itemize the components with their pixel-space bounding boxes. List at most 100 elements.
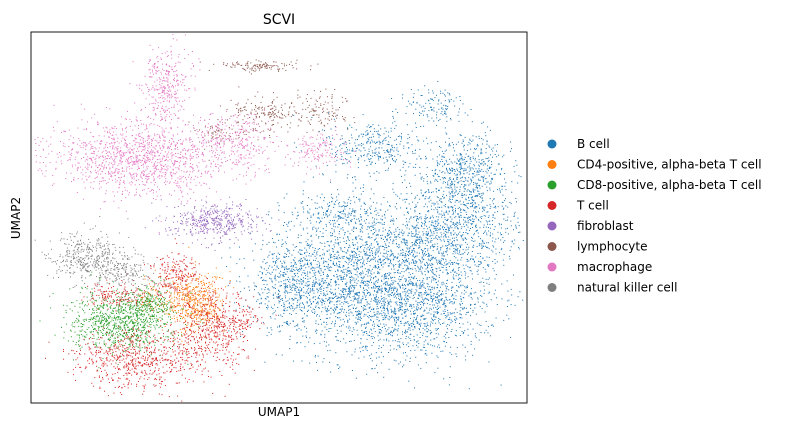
scatter-point	[488, 168, 490, 169]
scatter-point	[303, 305, 305, 307]
scatter-point	[317, 296, 319, 298]
scatter-point	[399, 293, 401, 295]
scatter-point	[469, 190, 470, 192]
scatter-point	[453, 298, 455, 300]
scatter-point	[379, 155, 381, 157]
scatter-point	[424, 318, 425, 320]
scatter-point	[460, 307, 462, 308]
scatter-point	[379, 289, 381, 291]
scatter-point	[334, 325, 336, 327]
scatter-point	[333, 244, 335, 246]
scatter-point	[476, 172, 478, 174]
scatter-point	[388, 333, 390, 334]
scatter-point	[447, 164, 449, 165]
scatter-point	[294, 269, 296, 271]
scatter-point	[447, 245, 449, 246]
scatter-point	[363, 305, 365, 306]
scatter-point	[417, 202, 419, 204]
scatter-point	[474, 189, 476, 191]
scatter-point	[447, 106, 449, 107]
scatter-point	[307, 305, 309, 307]
scatter-point	[488, 292, 490, 294]
scatter-point	[469, 163, 471, 165]
scatter-point	[315, 281, 317, 283]
scatter-point	[405, 199, 407, 200]
scatter-point	[377, 264, 379, 265]
scatter-point	[329, 361, 331, 363]
scatter-point	[478, 220, 480, 222]
scatter-point	[515, 224, 517, 226]
scatter-point	[464, 237, 466, 239]
scatter-point	[314, 284, 316, 285]
scatter-point	[320, 258, 322, 260]
scatter-point	[393, 286, 395, 288]
scatter-point	[461, 257, 463, 259]
scatter-point	[303, 181, 305, 183]
scatter-point	[443, 181, 445, 183]
scatter-point	[371, 150, 373, 152]
scatter-point	[359, 292, 360, 294]
scatter-point	[366, 155, 368, 157]
scatter-point	[284, 222, 286, 223]
scatter-point	[458, 160, 459, 162]
scatter-point	[475, 168, 477, 170]
scatter-point	[289, 229, 291, 231]
scatter-point	[444, 309, 446, 311]
scatter-point	[460, 153, 462, 155]
scatter-point	[424, 292, 426, 294]
scatter-point	[490, 299, 492, 301]
scatter-point	[353, 298, 355, 300]
scatter-point	[415, 356, 417, 358]
scatter-point	[422, 280, 424, 282]
scatter-point	[348, 244, 350, 246]
scatter-point	[378, 140, 380, 142]
scatter-point	[268, 214, 269, 216]
scatter-point	[309, 277, 311, 279]
scatter-point	[266, 243, 268, 245]
scatter-point	[420, 262, 422, 264]
scatter-point	[476, 183, 478, 185]
scatter-point	[263, 268, 265, 270]
scatter-point	[475, 148, 477, 150]
scatter-point	[442, 156, 444, 158]
scatter-point	[470, 340, 472, 342]
scatter-point	[436, 259, 438, 261]
scatter-point	[451, 320, 453, 322]
scatter-point	[319, 283, 321, 285]
scatter-point	[365, 296, 367, 298]
scatter-point	[274, 264, 276, 266]
scatter-point	[442, 165, 444, 167]
scatter-point	[436, 308, 438, 310]
scatter-point	[314, 260, 316, 261]
scatter-point	[471, 141, 473, 142]
scatter-point	[336, 276, 338, 278]
scatter-point	[469, 293, 471, 295]
scatter-point	[350, 156, 352, 158]
scatter-point	[391, 292, 393, 293]
scatter-point	[363, 324, 365, 325]
scatter-point	[290, 262, 292, 264]
scatter-point	[514, 171, 516, 173]
scatter-point	[445, 211, 447, 213]
scatter-point	[327, 317, 328, 319]
scatter-point	[460, 295, 462, 297]
scatter-point	[266, 284, 268, 286]
scatter-point	[423, 105, 425, 107]
scatter-point	[447, 172, 449, 174]
scatter-point	[299, 268, 301, 270]
scatter-point	[482, 121, 484, 123]
scatter-point	[474, 348, 476, 350]
scatter-point	[314, 255, 316, 257]
scatter-point	[419, 148, 421, 150]
scatter-point	[445, 233, 447, 235]
scatter-point	[494, 259, 496, 260]
scatter-point	[367, 260, 369, 262]
scatter-point	[366, 301, 368, 303]
scatter-point	[287, 300, 289, 302]
scatter-point	[451, 242, 453, 244]
scatter-point	[305, 275, 307, 277]
scatter-point	[365, 345, 367, 347]
scatter-point	[370, 353, 372, 355]
scatter-point	[488, 166, 490, 168]
scatter-point	[463, 216, 465, 218]
